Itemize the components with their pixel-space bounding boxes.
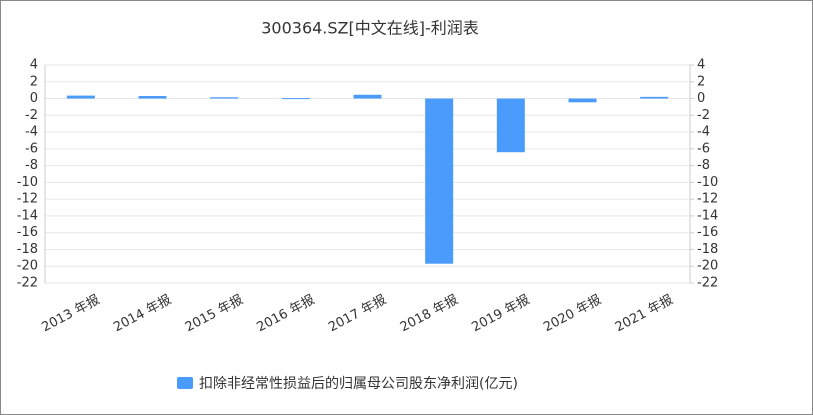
bar <box>353 94 382 99</box>
y2-tick-label: -20 <box>697 259 718 274</box>
y-tick-label: 2 <box>30 74 38 89</box>
y-tick-label: -6 <box>25 141 38 156</box>
y2-tick-label: 4 <box>697 58 705 73</box>
bar <box>496 98 525 153</box>
y-tick-label: 0 <box>30 91 38 106</box>
y-tick-label: -14 <box>17 208 38 223</box>
y2-tick-label: -10 <box>697 175 718 190</box>
y-tick-label: -4 <box>25 125 38 140</box>
bar <box>568 98 597 103</box>
chart-title: 300364.SZ[中文在线]-利润表 <box>261 19 479 38</box>
y-tick-label: -20 <box>17 259 38 274</box>
y-tick-label: -10 <box>17 175 38 190</box>
y2-tick-label: 0 <box>697 91 705 106</box>
legend-label: 扣除非经常性损益后的归属母公司股东净利润(亿元) <box>199 375 518 392</box>
y-tick-label: -22 <box>17 276 38 291</box>
bar <box>640 96 669 99</box>
y2-tick-label: -4 <box>697 125 710 140</box>
y-tick-label: -18 <box>17 242 38 257</box>
y2-tick-label: -16 <box>697 225 718 240</box>
y-tick-label: -12 <box>17 192 38 207</box>
y-tick-label: -8 <box>25 158 38 173</box>
y2-tick-label: -12 <box>697 192 718 207</box>
y2-tick-label: 2 <box>697 74 705 89</box>
bar <box>138 96 167 99</box>
y2-tick-label: -2 <box>697 108 710 123</box>
y2-tick-label: -18 <box>697 242 718 257</box>
bar <box>281 98 310 100</box>
bar <box>66 95 95 99</box>
y-tick-label: -2 <box>25 108 38 123</box>
y2-tick-label: -22 <box>697 276 718 291</box>
y-tick-label: -16 <box>17 225 38 240</box>
bar <box>425 98 454 264</box>
y2-tick-label: -8 <box>697 158 710 173</box>
y2-tick-label: -6 <box>697 141 710 156</box>
bar <box>210 97 239 99</box>
y-tick-label: 4 <box>30 58 38 73</box>
legend-swatch <box>177 377 193 389</box>
y2-tick-label: -14 <box>697 208 718 223</box>
